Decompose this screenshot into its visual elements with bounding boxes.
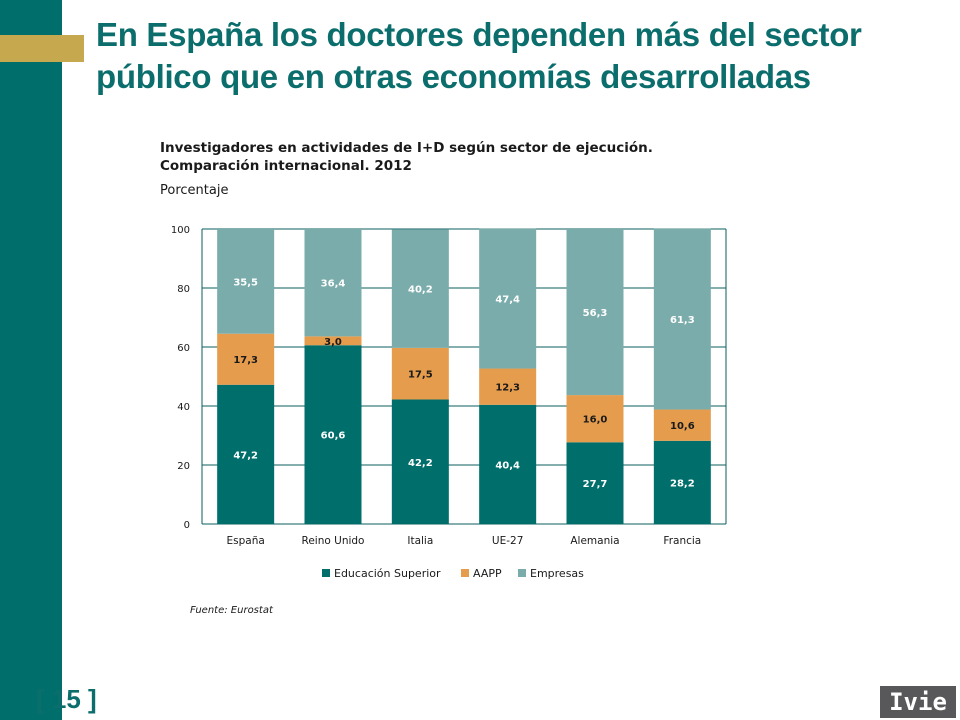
- legend-label: Empresas: [530, 567, 584, 580]
- legend-swatch: [518, 569, 526, 577]
- data-label: 42,2: [408, 458, 433, 469]
- bar-segment: [217, 384, 275, 524]
- data-label: 47,4: [495, 295, 520, 306]
- gold-accent-bar: [0, 35, 84, 62]
- bar-segment: [391, 347, 449, 400]
- bar-segment: [217, 229, 275, 334]
- data-label: 40,2: [408, 285, 433, 296]
- data-label: 61,3: [670, 315, 695, 326]
- chart-title-line-1: Investigadores en actividades de I+D seg…: [160, 140, 653, 156]
- y-tick-label: 20: [177, 461, 190, 472]
- data-label: 16,0: [583, 415, 608, 426]
- data-label: 3,0: [324, 337, 342, 348]
- y-tick-label: 60: [177, 343, 190, 354]
- x-category-label: UE-27: [492, 535, 523, 547]
- data-label: 40,4: [495, 460, 520, 471]
- y-tick-label: 80: [177, 284, 190, 295]
- x-category-label: España: [227, 535, 265, 547]
- data-label: 12,3: [495, 383, 520, 394]
- data-label: 60,6: [321, 431, 346, 442]
- y-tick-label: 40: [177, 402, 190, 413]
- left-accent-bar: [0, 0, 62, 720]
- data-label: 47,2: [233, 450, 258, 461]
- bar-segment: [653, 440, 711, 524]
- legend-swatch: [322, 569, 330, 577]
- bar-segment: [217, 333, 275, 385]
- x-category-label: Francia: [663, 535, 701, 547]
- bar-segment: [479, 404, 537, 524]
- data-label: 36,4: [321, 279, 346, 290]
- y-tick-label: 0: [184, 520, 190, 531]
- ivie-logo: Ivie: [880, 686, 956, 718]
- bar-segment: [391, 399, 449, 524]
- data-label: 35,5: [233, 277, 258, 288]
- bar-segment: [479, 228, 537, 369]
- bar-segment: [479, 368, 537, 405]
- bar-segment: [566, 229, 624, 396]
- x-category-label: Reino Unido: [302, 535, 365, 547]
- bar-segment: [304, 345, 362, 524]
- bar-segment: [304, 336, 362, 346]
- data-label: 28,2: [670, 478, 695, 489]
- legend-label: AAPP: [473, 567, 502, 580]
- data-label: 17,3: [233, 355, 258, 366]
- page-number: [ 15 ]: [36, 684, 97, 714]
- data-label: 10,6: [670, 421, 695, 432]
- data-label: 56,3: [583, 308, 608, 319]
- bar-segment: [304, 229, 362, 337]
- chart-subtitle: Porcentaje: [160, 183, 229, 198]
- data-label: 27,7: [583, 479, 608, 490]
- bar-segment: [566, 442, 624, 524]
- slide-title: En España los doctores dependen más del …: [96, 16, 862, 95]
- bar-segment: [653, 409, 711, 441]
- x-category-label: Alemania: [570, 535, 619, 547]
- bar-segment: [566, 395, 624, 443]
- bar-segment: [653, 228, 711, 410]
- legend-swatch: [461, 569, 469, 577]
- chart-title: Investigadores en actividades de I+D seg…: [160, 139, 780, 175]
- chart-title-line-2: Comparación internacional. 2012: [160, 158, 412, 174]
- source-note: Fuente: Eurostat: [190, 605, 273, 616]
- data-label: 17,5: [408, 370, 433, 381]
- y-tick-label: 100: [171, 225, 190, 236]
- legend-label: Educación Superior: [334, 567, 441, 580]
- x-category-label: Italia: [407, 535, 433, 547]
- bar-segment: [391, 229, 449, 348]
